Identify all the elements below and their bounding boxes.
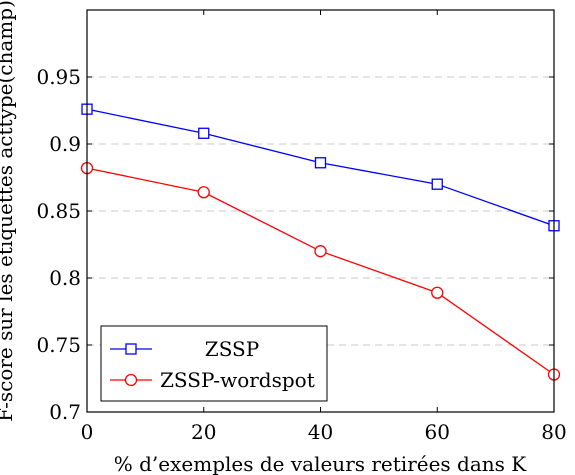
legend-marker-square [125, 343, 137, 355]
data-point-circle [197, 186, 210, 199]
data-point-square [314, 157, 327, 169]
y-tick-label: 0.85 [36, 199, 81, 223]
y-tick-label: 0.9 [49, 132, 81, 156]
data-point-circle [314, 245, 327, 258]
y-tick-label: 0.75 [36, 333, 81, 357]
data-point-circle [431, 286, 444, 299]
x-tick-label: 80 [541, 420, 566, 444]
x-axis-label: % d’exemples de valeurs retirées dans K [114, 452, 528, 475]
tick-labels: 0.7 0.75 0.8 0.85 0.9 0.95 0 20 40 60 80 [36, 65, 566, 444]
data-point-square [431, 178, 443, 190]
x-tick-label: 60 [425, 420, 450, 444]
legend-label-zssp: ZSSP [205, 337, 259, 361]
x-tick-label: 40 [308, 420, 333, 444]
data-point-square [198, 127, 210, 139]
legend-label-zssp-wordspot: ZSSP-wordspot [160, 368, 315, 392]
x-tick-label: 0 [81, 420, 94, 444]
legend-box [100, 325, 328, 402]
legend-entry-zssp-wordspot: ZSSP-wordspot [110, 368, 315, 392]
legend-entry-zssp: ZSSP [110, 337, 259, 361]
y-tick-label: 0.8 [49, 266, 81, 290]
y-tick-label: 0.95 [36, 65, 81, 89]
y-axis-label: F-score sur les étiquettes acttype(champ… [0, 0, 17, 422]
legend-marker-circle [124, 373, 138, 387]
axes-ticks [86, 10, 555, 413]
gridlines [87, 76, 554, 346]
legend: ZSSP ZSSP-wordspot [100, 325, 328, 402]
x-tick-label: 20 [191, 420, 216, 444]
y-tick-label: 0.7 [49, 400, 81, 424]
